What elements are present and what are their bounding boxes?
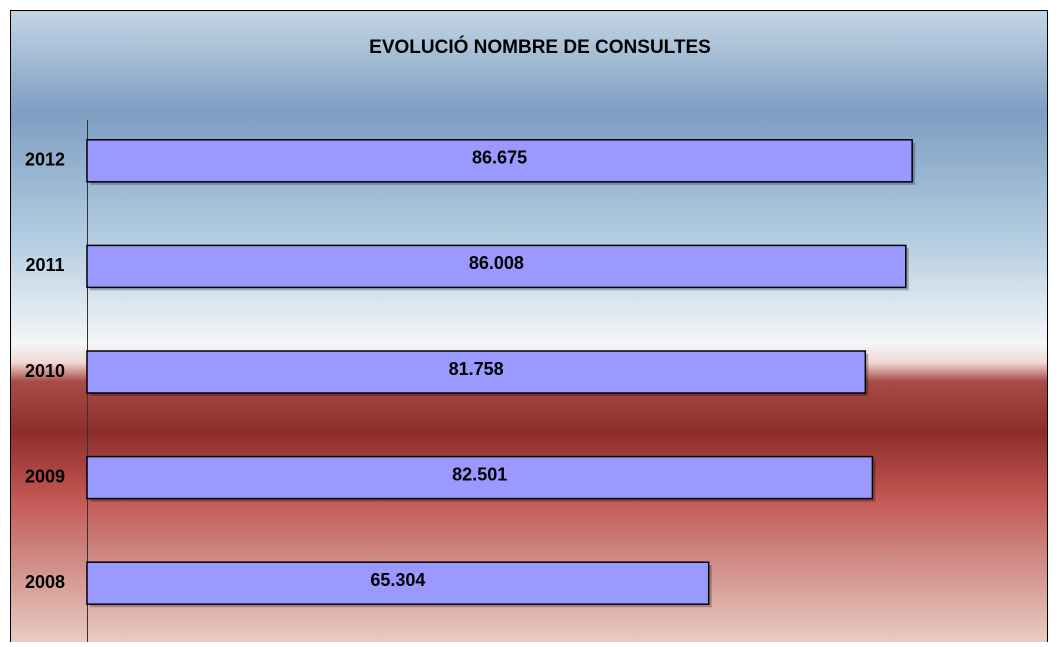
y-tick-label: 2011	[25, 255, 64, 275]
y-tick-label: 2009	[25, 466, 65, 486]
y-tick-label: 2012	[25, 150, 65, 170]
bar	[86, 244, 907, 289]
data-label: 86.675	[472, 148, 527, 168]
data-label: 81.758	[449, 359, 504, 379]
chart-title: EVOLUCIÓ NOMBRE DE CONSULTES	[369, 36, 711, 58]
y-tick-label: 2010	[25, 361, 65, 381]
y-tick-label: 2008	[25, 572, 65, 592]
bar	[86, 139, 913, 183]
data-label: 82.501	[452, 464, 507, 484]
bar	[86, 350, 867, 394]
bar	[86, 561, 710, 605]
bar	[86, 455, 874, 500]
data-label: 86.008	[469, 253, 524, 273]
data-label: 65.304	[370, 570, 425, 590]
plot-bg	[10, 10, 1048, 647]
